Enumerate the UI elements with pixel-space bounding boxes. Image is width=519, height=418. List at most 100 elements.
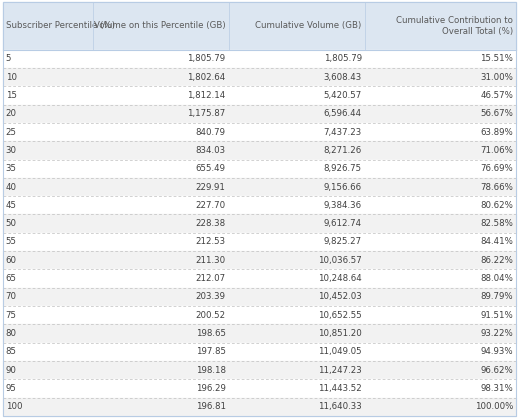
- Text: 211.30: 211.30: [196, 256, 226, 265]
- Text: 11,247.23: 11,247.23: [318, 366, 362, 375]
- Text: 56.67%: 56.67%: [481, 109, 513, 118]
- Text: 5,420.57: 5,420.57: [323, 91, 362, 100]
- Text: 10,248.64: 10,248.64: [318, 274, 362, 283]
- Text: 834.03: 834.03: [196, 146, 226, 155]
- Text: 10,851.20: 10,851.20: [318, 329, 362, 338]
- Text: 203.39: 203.39: [196, 292, 226, 301]
- Bar: [3, 104, 516, 123]
- Text: 11,443.52: 11,443.52: [318, 384, 362, 393]
- Text: 10: 10: [6, 73, 17, 82]
- Text: 8,271.26: 8,271.26: [323, 146, 362, 155]
- Text: 11,049.05: 11,049.05: [318, 347, 362, 356]
- Text: 65: 65: [6, 274, 17, 283]
- Text: 1,812.14: 1,812.14: [187, 91, 226, 100]
- Text: 100: 100: [6, 402, 22, 411]
- Bar: [3, 178, 516, 196]
- Text: 10,452.03: 10,452.03: [318, 292, 362, 301]
- Text: 1,175.87: 1,175.87: [187, 109, 226, 118]
- Text: 15.51%: 15.51%: [481, 54, 513, 64]
- Text: 93.22%: 93.22%: [481, 329, 513, 338]
- Bar: [3, 86, 516, 104]
- Bar: [3, 288, 516, 306]
- Text: 1,802.64: 1,802.64: [187, 73, 226, 82]
- Text: 198.65: 198.65: [196, 329, 226, 338]
- Text: 80.62%: 80.62%: [481, 201, 513, 210]
- Text: 96.62%: 96.62%: [481, 366, 513, 375]
- Text: 197.85: 197.85: [196, 347, 226, 356]
- Text: 71.06%: 71.06%: [481, 146, 513, 155]
- Bar: [3, 343, 516, 361]
- Text: 198.18: 198.18: [196, 366, 226, 375]
- Text: 20: 20: [6, 109, 17, 118]
- Text: 10,652.55: 10,652.55: [318, 311, 362, 320]
- Text: Cumulative Contribution to
Overall Total (%): Cumulative Contribution to Overall Total…: [397, 15, 513, 36]
- Text: 229.91: 229.91: [196, 183, 226, 191]
- Text: 9,384.36: 9,384.36: [324, 201, 362, 210]
- Text: 86.22%: 86.22%: [481, 256, 513, 265]
- Text: 85: 85: [6, 347, 17, 356]
- Bar: [3, 361, 516, 379]
- Text: 88.04%: 88.04%: [481, 274, 513, 283]
- Text: 11,640.33: 11,640.33: [318, 402, 362, 411]
- Text: 90: 90: [6, 366, 17, 375]
- Text: 15: 15: [6, 91, 17, 100]
- Text: 30: 30: [6, 146, 17, 155]
- Text: 1,805.79: 1,805.79: [187, 54, 226, 64]
- Text: 840.79: 840.79: [196, 127, 226, 137]
- Bar: [3, 251, 516, 270]
- Bar: [3, 50, 516, 68]
- Text: 228.38: 228.38: [196, 219, 226, 228]
- Text: 9,156.66: 9,156.66: [324, 183, 362, 191]
- Text: 78.66%: 78.66%: [481, 183, 513, 191]
- Bar: [3, 160, 516, 178]
- Bar: [3, 324, 516, 343]
- Text: 63.89%: 63.89%: [481, 127, 513, 137]
- Text: 3,608.43: 3,608.43: [323, 73, 362, 82]
- Text: 31.00%: 31.00%: [481, 73, 513, 82]
- Text: 70: 70: [6, 292, 17, 301]
- Bar: [3, 196, 516, 214]
- Bar: [3, 233, 516, 251]
- Text: 91.51%: 91.51%: [481, 311, 513, 320]
- Bar: [3, 379, 516, 398]
- Text: 196.29: 196.29: [196, 384, 226, 393]
- Text: 95: 95: [6, 384, 17, 393]
- Text: 7,437.23: 7,437.23: [323, 127, 362, 137]
- Text: 227.70: 227.70: [196, 201, 226, 210]
- Text: 10,036.57: 10,036.57: [318, 256, 362, 265]
- Bar: [3, 214, 516, 233]
- Text: 35: 35: [6, 164, 17, 173]
- Bar: [3, 68, 516, 86]
- Text: 6,596.44: 6,596.44: [324, 109, 362, 118]
- Bar: [3, 398, 516, 416]
- Text: 46.57%: 46.57%: [481, 91, 513, 100]
- Text: 100.00%: 100.00%: [475, 402, 513, 411]
- Text: Volume on this Percentile (GB): Volume on this Percentile (GB): [94, 21, 226, 31]
- Text: 94.93%: 94.93%: [481, 347, 513, 356]
- Text: 45: 45: [6, 201, 17, 210]
- Text: 55: 55: [6, 237, 17, 247]
- Text: 196.81: 196.81: [196, 402, 226, 411]
- Text: 82.58%: 82.58%: [481, 219, 513, 228]
- Text: 212.53: 212.53: [196, 237, 226, 247]
- Text: 200.52: 200.52: [196, 311, 226, 320]
- Bar: [3, 306, 516, 324]
- Text: Cumulative Volume (GB): Cumulative Volume (GB): [255, 21, 362, 31]
- Text: 25: 25: [6, 127, 17, 137]
- Text: 212.07: 212.07: [196, 274, 226, 283]
- Text: 50: 50: [6, 219, 17, 228]
- Text: 89.79%: 89.79%: [481, 292, 513, 301]
- Bar: [3, 123, 516, 141]
- Text: 9,612.74: 9,612.74: [324, 219, 362, 228]
- Bar: [3, 141, 516, 160]
- Bar: [3, 270, 516, 288]
- Text: 76.69%: 76.69%: [481, 164, 513, 173]
- Text: 655.49: 655.49: [196, 164, 226, 173]
- Text: 1,805.79: 1,805.79: [324, 54, 362, 64]
- Text: 60: 60: [6, 256, 17, 265]
- Text: 98.31%: 98.31%: [481, 384, 513, 393]
- Text: Subscriber Percentile (%): Subscriber Percentile (%): [6, 21, 115, 31]
- Text: 40: 40: [6, 183, 17, 191]
- Text: 8,926.75: 8,926.75: [324, 164, 362, 173]
- Text: 9,825.27: 9,825.27: [324, 237, 362, 247]
